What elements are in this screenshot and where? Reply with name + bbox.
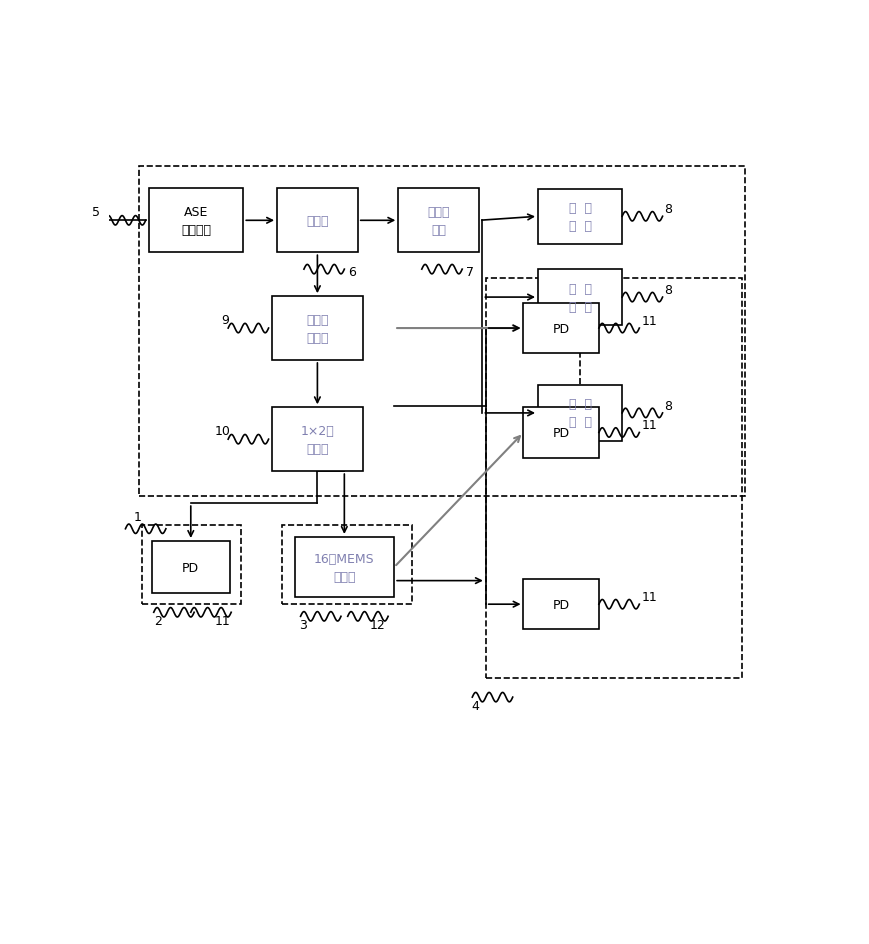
Bar	[272, 296, 363, 361]
Text: 光  纤
光  栅: 光 纤 光 栅	[568, 202, 592, 232]
Text: 环形器: 环形器	[306, 214, 328, 228]
Text: 6: 6	[348, 265, 355, 278]
Text: 8: 8	[665, 203, 673, 216]
Bar	[538, 270, 622, 326]
Bar	[538, 190, 622, 244]
Text: 1: 1	[134, 511, 142, 523]
Bar	[139, 167, 745, 497]
Text: ASE
宽带光源: ASE 宽带光源	[181, 206, 211, 237]
Text: PD: PD	[553, 598, 570, 611]
Text: 光  纤
光  栅: 光 纤 光 栅	[568, 398, 592, 429]
Text: PD: PD	[182, 561, 199, 574]
Text: 12: 12	[370, 618, 386, 632]
Text: 11: 11	[641, 419, 657, 432]
Bar	[523, 303, 599, 354]
Text: PD: PD	[553, 427, 570, 440]
Text: 10: 10	[215, 425, 230, 437]
Bar	[398, 189, 479, 253]
Text: 4: 4	[471, 700, 479, 713]
Text: 7: 7	[466, 265, 474, 278]
Bar	[149, 189, 243, 253]
Bar	[143, 525, 242, 604]
Bar	[523, 580, 599, 630]
Text: 11: 11	[641, 591, 657, 603]
Text: 可调光
衰减器: 可调光 衰减器	[306, 313, 328, 345]
Text: 5: 5	[92, 206, 100, 219]
Text: PD: PD	[553, 322, 570, 335]
Text: 1×2光
分路器: 1×2光 分路器	[301, 424, 335, 455]
Bar	[272, 408, 363, 472]
Text: 光  纤
光  栅: 光 纤 光 栅	[568, 282, 592, 313]
Bar	[295, 537, 395, 598]
Text: 16路MEMS
光开关: 16路MEMS 光开关	[314, 552, 375, 583]
Bar	[486, 278, 742, 679]
Text: 11: 11	[215, 615, 230, 628]
Text: 8: 8	[665, 284, 673, 296]
Bar	[152, 541, 229, 594]
Text: 11: 11	[641, 314, 657, 328]
Bar	[538, 386, 622, 441]
Text: 2: 2	[154, 615, 162, 628]
Text: 8: 8	[665, 399, 673, 413]
Text: 多路光
开关: 多路光 开关	[428, 206, 450, 237]
Bar	[523, 408, 599, 458]
Text: 9: 9	[222, 313, 229, 327]
Text: 3: 3	[299, 618, 307, 632]
Bar	[282, 525, 412, 604]
Bar	[277, 189, 358, 253]
